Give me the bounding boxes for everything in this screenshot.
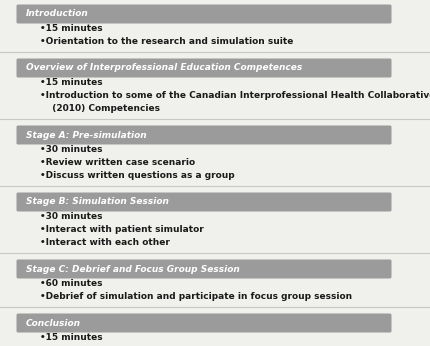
Text: •Debrief of simulation and participate in focus group session: •Debrief of simulation and participate i… [40, 292, 352, 301]
Text: Stage A: Pre-simulation: Stage A: Pre-simulation [26, 130, 147, 139]
FancyBboxPatch shape [16, 4, 391, 24]
FancyBboxPatch shape [16, 313, 391, 333]
Text: (2010) Competencies: (2010) Competencies [46, 104, 160, 113]
Text: •15 minutes: •15 minutes [40, 333, 103, 342]
Text: Conclusion: Conclusion [26, 319, 81, 328]
Text: •Introduction to some of the Canadian Interprofessional Health Collaborative: •Introduction to some of the Canadian In… [40, 91, 430, 100]
Text: Introduction: Introduction [26, 9, 89, 18]
FancyBboxPatch shape [16, 260, 391, 279]
Text: Overview of Interprofessional Education Competences: Overview of Interprofessional Education … [26, 64, 302, 73]
Text: •30 minutes: •30 minutes [40, 212, 102, 221]
Text: •Discuss written questions as a group: •Discuss written questions as a group [40, 171, 235, 180]
Text: •Interact with each other: •Interact with each other [40, 238, 170, 247]
Text: •Orientation to the research and simulation suite: •Orientation to the research and simulat… [40, 37, 293, 46]
Text: •60 minutes: •60 minutes [40, 279, 102, 288]
Text: Stage C: Debrief and Focus Group Session: Stage C: Debrief and Focus Group Session [26, 264, 240, 273]
Text: •15 minutes: •15 minutes [40, 78, 103, 87]
Text: •15 minutes: •15 minutes [40, 24, 103, 33]
FancyBboxPatch shape [16, 126, 391, 145]
FancyBboxPatch shape [16, 58, 391, 78]
Text: •Interact with patient simulator: •Interact with patient simulator [40, 225, 204, 234]
Text: •30 minutes: •30 minutes [40, 145, 102, 154]
Text: •Review written case scenario: •Review written case scenario [40, 158, 195, 167]
Text: Stage B: Simulation Session: Stage B: Simulation Session [26, 198, 169, 207]
FancyBboxPatch shape [16, 192, 391, 211]
